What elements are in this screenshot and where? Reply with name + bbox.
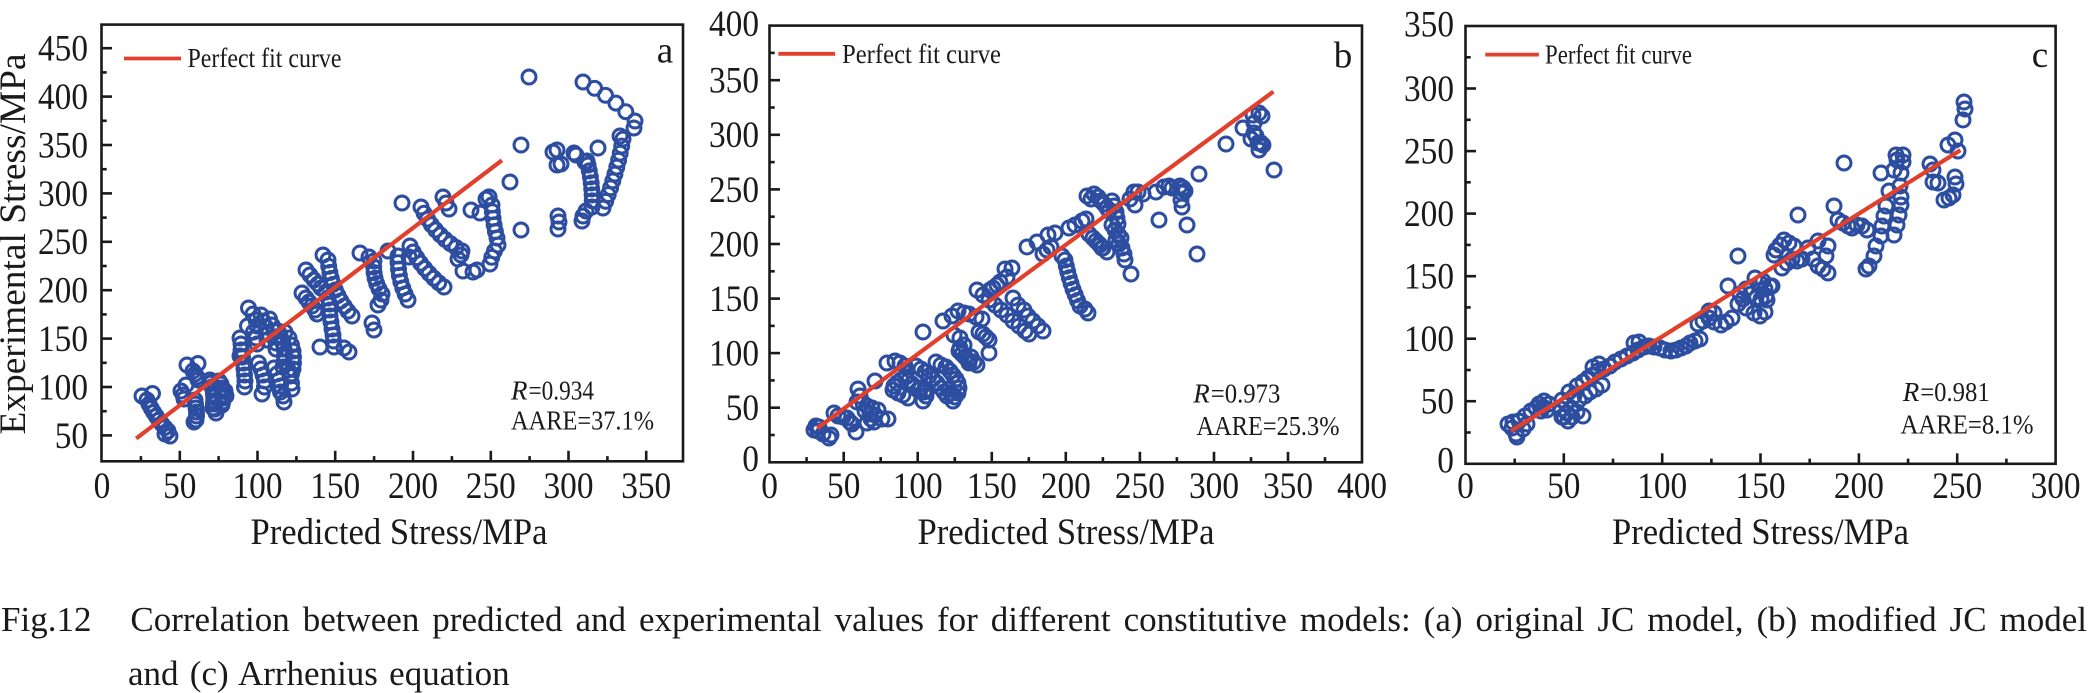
svg-text:250: 250: [1404, 132, 1454, 173]
svg-text:250: 250: [1115, 466, 1165, 507]
svg-text:200: 200: [1404, 194, 1454, 235]
svg-text:100: 100: [38, 367, 88, 408]
svg-text:0: 0: [1437, 440, 1454, 481]
svg-text:400: 400: [1337, 466, 1387, 507]
svg-text:50: 50: [726, 388, 759, 429]
svg-text:150: 150: [1736, 466, 1786, 507]
svg-text:R: R: [1902, 376, 1920, 407]
svg-text:350: 350: [621, 466, 671, 507]
svg-text:200: 200: [38, 271, 88, 312]
svg-text:a: a: [657, 30, 673, 71]
svg-text:0: 0: [761, 466, 778, 507]
svg-text:300: 300: [1404, 69, 1454, 110]
svg-text:AARE=37.1%: AARE=37.1%: [511, 405, 654, 436]
svg-text:100: 100: [233, 466, 283, 507]
svg-text:300: 300: [38, 174, 88, 215]
svg-text:300: 300: [709, 115, 759, 156]
svg-text:0: 0: [94, 466, 111, 507]
svg-text:100: 100: [893, 466, 943, 507]
svg-text:=0.981: =0.981: [1920, 376, 1990, 407]
svg-text:200: 200: [709, 224, 759, 265]
svg-text:AARE=8.1%: AARE=8.1%: [1901, 409, 2034, 440]
svg-text:Predicted Stress/MPa: Predicted Stress/MPa: [918, 512, 1215, 553]
svg-text:350: 350: [1263, 466, 1313, 507]
svg-text:R: R: [1192, 378, 1210, 409]
svg-text:50: 50: [1421, 382, 1454, 423]
svg-text:250: 250: [38, 222, 88, 263]
svg-text:Perfect fit curve: Perfect fit curve: [842, 38, 1001, 69]
svg-text:R: R: [510, 375, 528, 406]
svg-text:50: 50: [827, 466, 860, 507]
svg-text:=0.973: =0.973: [1211, 378, 1281, 409]
svg-text:50: 50: [1547, 466, 1580, 507]
svg-text:300: 300: [1189, 466, 1239, 507]
svg-text:Perfect fit curve: Perfect fit curve: [188, 42, 342, 73]
svg-text:50: 50: [55, 416, 88, 457]
svg-text:200: 200: [1041, 466, 1091, 507]
svg-text:0: 0: [1457, 466, 1474, 507]
svg-text:0: 0: [742, 439, 759, 480]
svg-text:200: 200: [388, 466, 438, 507]
svg-text:150: 150: [38, 319, 88, 360]
svg-text:=0.934: =0.934: [529, 375, 595, 406]
svg-text:150: 150: [967, 466, 1017, 507]
svg-text:300: 300: [544, 466, 594, 507]
svg-text:100: 100: [709, 334, 759, 375]
svg-text:400: 400: [38, 77, 88, 118]
svg-text:150: 150: [310, 466, 360, 507]
svg-text:100: 100: [1637, 466, 1687, 507]
svg-text:250: 250: [1932, 466, 1982, 507]
svg-text:300: 300: [2031, 466, 2081, 507]
svg-text:400: 400: [709, 4, 759, 45]
svg-text:350: 350: [709, 61, 759, 102]
svg-text:50: 50: [163, 466, 196, 507]
svg-text:Predicted Stress/MPa: Predicted Stress/MPa: [251, 512, 548, 553]
svg-text:450: 450: [38, 29, 88, 70]
svg-text:AARE=25.3%: AARE=25.3%: [1197, 410, 1340, 441]
svg-text:150: 150: [1404, 257, 1454, 298]
svg-text:350: 350: [38, 125, 88, 166]
svg-text:200: 200: [1834, 466, 1884, 507]
svg-text:b: b: [1334, 36, 1353, 77]
svg-text:Perfect fit curve: Perfect fit curve: [1545, 39, 1692, 70]
svg-text:250: 250: [466, 466, 516, 507]
svg-text:100: 100: [1404, 319, 1454, 360]
svg-text:350: 350: [1404, 5, 1454, 46]
svg-text:Experimental Stress/MPa: Experimental Stress/MPa: [0, 53, 34, 434]
svg-text:150: 150: [709, 279, 759, 320]
svg-text:c: c: [2032, 35, 2048, 76]
svg-text:250: 250: [709, 170, 759, 211]
svg-text:Predicted Stress/MPa: Predicted Stress/MPa: [1612, 512, 1909, 553]
